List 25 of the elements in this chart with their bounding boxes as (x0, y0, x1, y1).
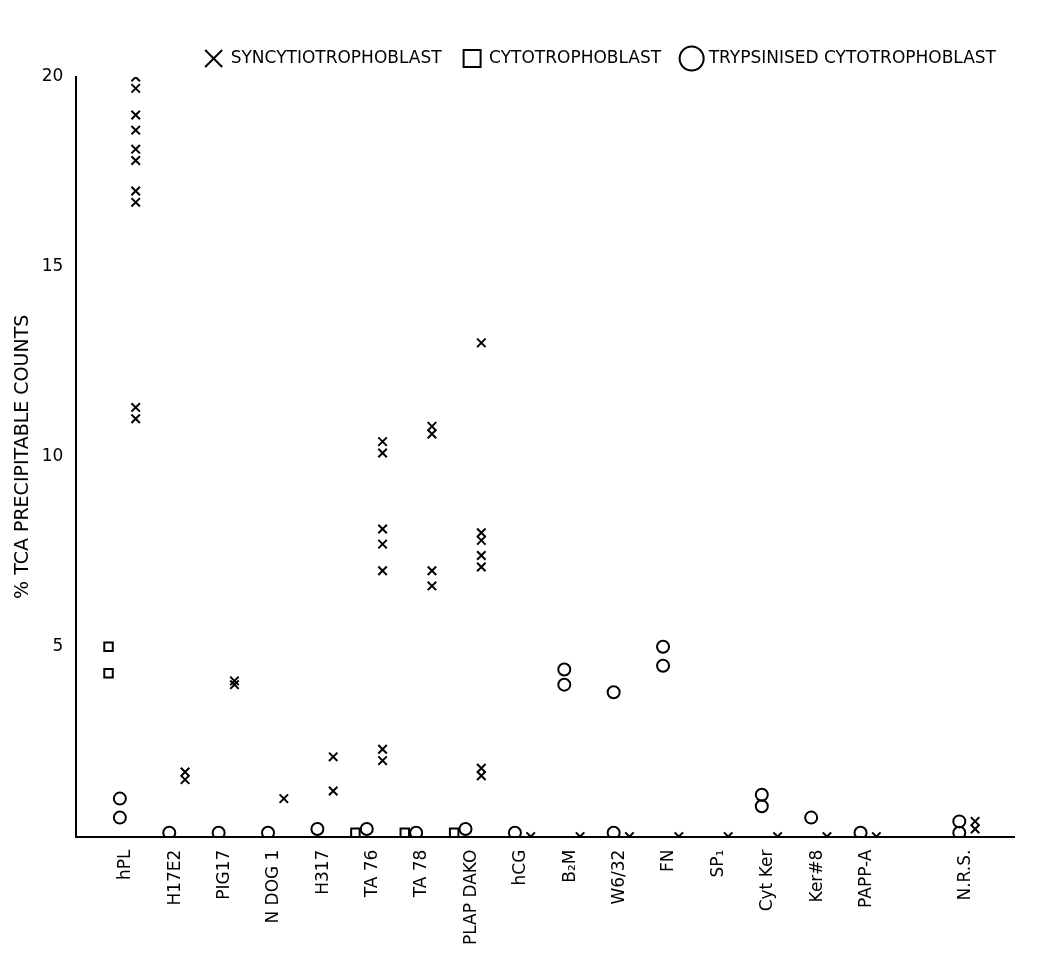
x-tick-label: PAPP-A (854, 849, 875, 908)
x-tick-label: PLAP DAKO (459, 849, 480, 945)
y-tick-label: 5 (52, 635, 64, 656)
x-tick-label: W6/32 (608, 849, 628, 905)
x-tick-label: N DOG 1 (262, 849, 283, 924)
legend-label: SYNCYTIOTROPHOBLAST (230, 46, 443, 67)
x-tick-label: hCG (509, 849, 530, 886)
y-tick-label: 20 (41, 65, 64, 86)
y-axis-title: % TCA PRECIPITABLE COUNTS (10, 314, 33, 599)
x-tick-label: FN (657, 849, 678, 873)
legend-label: CYTOTROPHOBLAST (489, 46, 662, 67)
x-tick-label: PIG17 (212, 849, 233, 900)
x-tick-label: H17E2 (163, 849, 184, 906)
x-tick-label: Ker#8 (805, 849, 826, 903)
x-tick-label: H317 (311, 849, 332, 895)
y-tick-label: 10 (41, 445, 64, 466)
x-tick-label: SP₁ (706, 849, 727, 878)
x-tick-label: N.R.S. (953, 849, 974, 901)
x-tick-label: hPL (114, 849, 135, 881)
x-tick-label: Cyt Ker (756, 849, 777, 912)
legend-label: TRYPSINISED CYTOTROPHOBLAST (707, 46, 997, 67)
x-tick-label: TA 76 (361, 849, 382, 899)
x-tick-label: TA 78 (410, 849, 431, 899)
x-tick-label: B₂M (558, 849, 579, 883)
y-tick-label: 15 (41, 255, 64, 276)
